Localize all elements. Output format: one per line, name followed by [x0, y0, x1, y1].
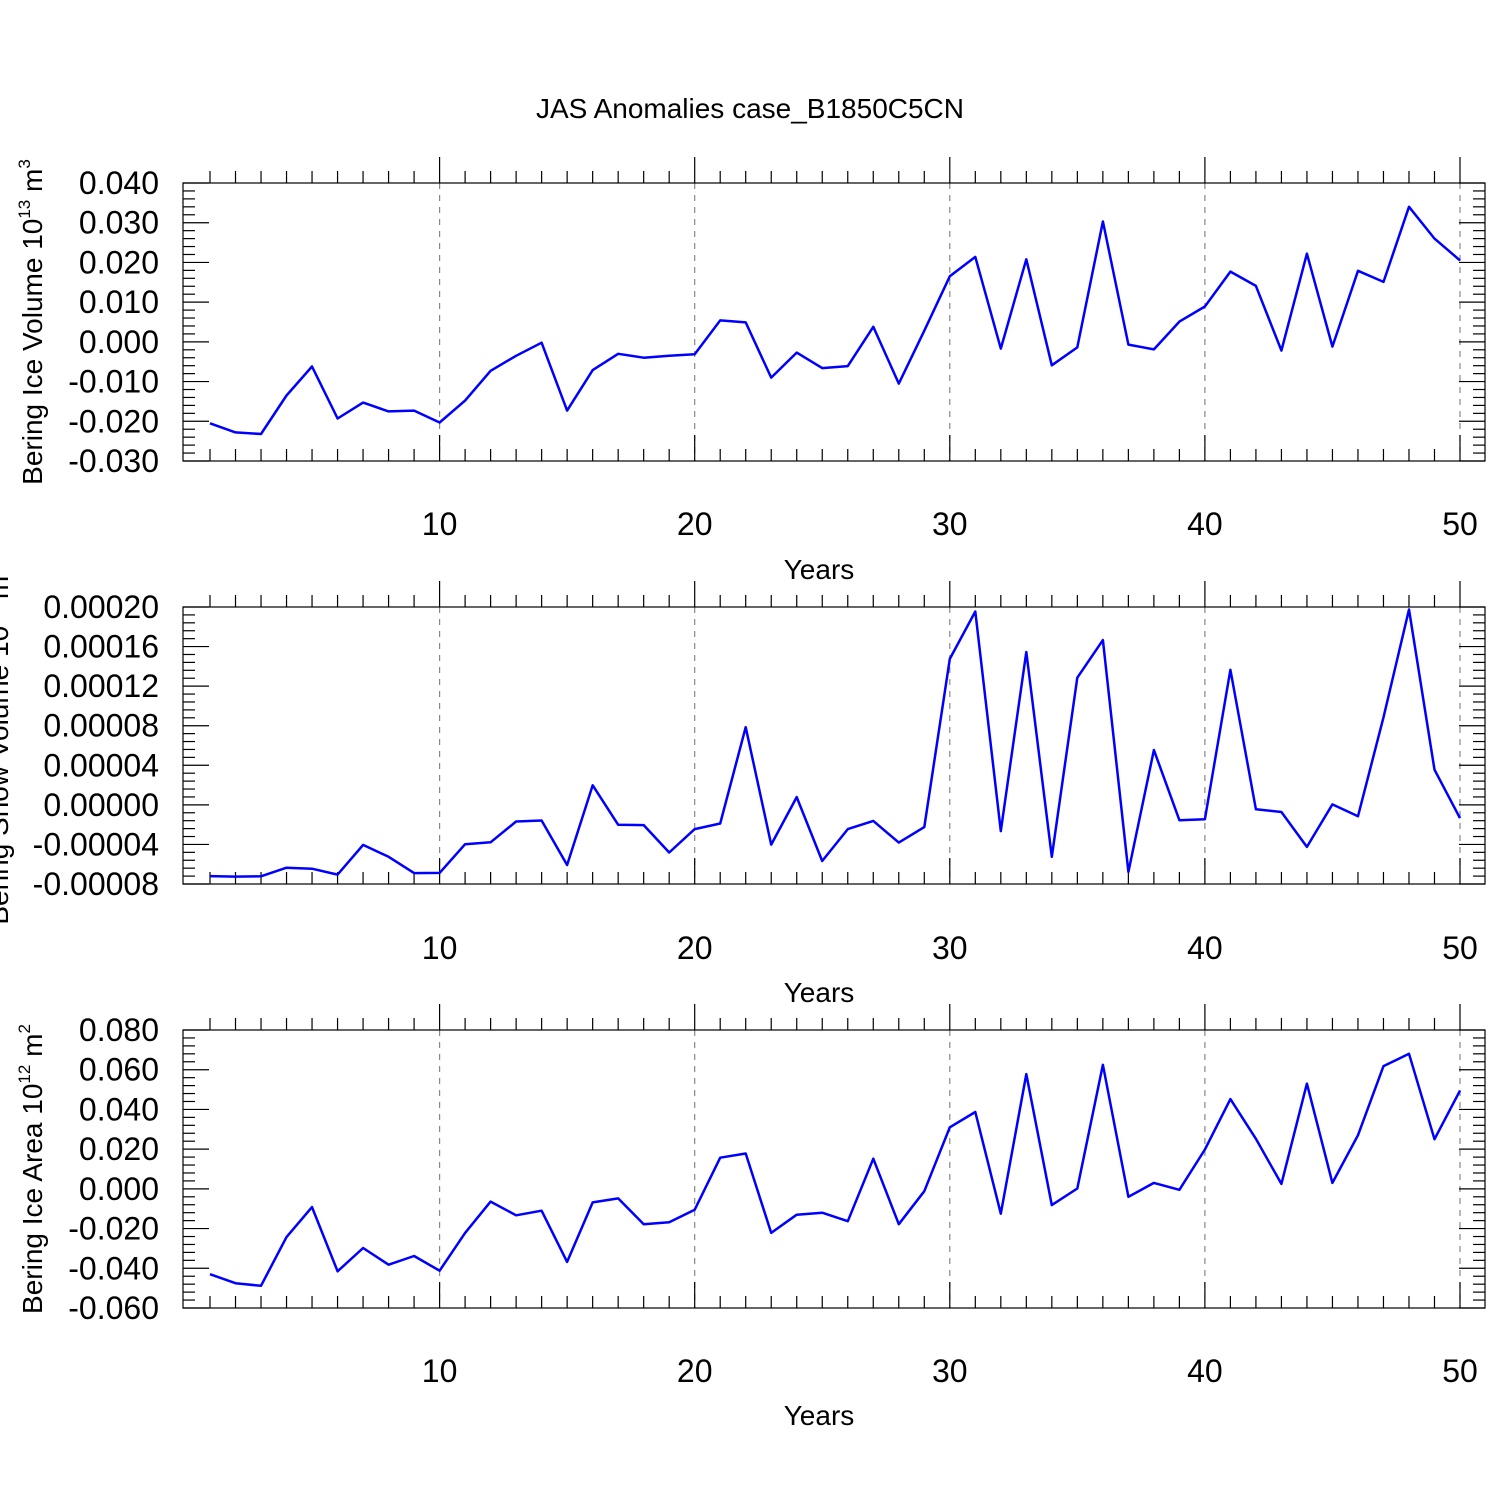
x-tick-label: 30 [932, 1353, 968, 1389]
y-axis-title-sup: 3 [15, 159, 34, 168]
y-tick-label: 0.00008 [43, 708, 159, 744]
series-line [209, 1052, 1462, 1288]
y-tick-label: 0.040 [79, 165, 159, 201]
y-tick-label: 0.040 [79, 1091, 159, 1127]
y-tick-label: -0.020 [68, 403, 159, 439]
x-tick-label: 20 [677, 506, 713, 542]
y-axis-title-part: m [17, 169, 48, 200]
x-tick-label: 50 [1442, 930, 1478, 966]
y-tick-label: 0.020 [79, 1131, 159, 1167]
y-tick-label: 0.010 [79, 284, 159, 320]
y-axis-title-part: Bering Ice Volume 10 [17, 219, 48, 485]
x-tick-label: 30 [932, 930, 968, 966]
y-axis-title-part: m [0, 576, 14, 607]
chart-title: JAS Anomalies case_B1850C5CN [536, 93, 964, 124]
x-axis-title: Years [784, 554, 855, 585]
x-axis-title: Years [784, 1400, 855, 1431]
panels: -0.030-0.020-0.0100.0000.0100.0200.0300.… [0, 157, 1486, 1431]
y-tick-label: -0.060 [68, 1290, 159, 1326]
y-tick-label: 0.00000 [43, 787, 159, 823]
y-axis-title-part: Bering Snow Volume 10 [0, 626, 14, 925]
y-tick-label: 0.030 [79, 205, 159, 241]
y-tick-label: 0.00004 [43, 747, 159, 783]
x-tick-label: 10 [422, 1353, 458, 1389]
plot-frame [182, 1029, 1486, 1309]
x-tick-label: 10 [422, 506, 458, 542]
y-axis-title: Bering Ice Area 1012 m2 [15, 1024, 48, 1314]
y-axis-title-part: m [17, 1034, 48, 1065]
x-axis-title: Years [784, 977, 855, 1008]
y-tick-label: 0.00012 [43, 668, 159, 704]
y-tick-label: -0.040 [68, 1250, 159, 1286]
y-tick-label: 0.020 [79, 244, 159, 280]
y-tick-label: 0.000 [79, 324, 159, 360]
series-line [209, 608, 1462, 878]
x-tick-label: 20 [677, 930, 713, 966]
y-tick-label: 0.060 [79, 1052, 159, 1088]
x-tick-label: 40 [1187, 930, 1223, 966]
y-tick-label: -0.00008 [33, 866, 159, 902]
y-tick-label: 0.080 [79, 1012, 159, 1048]
x-tick-label: 30 [932, 506, 968, 542]
y-axis-title: Bering Ice Volume 1013 m3 [15, 159, 48, 485]
x-tick-label: 50 [1442, 1353, 1478, 1389]
y-axis-title-sup: 13 [15, 200, 34, 219]
x-tick-label: 50 [1442, 506, 1478, 542]
y-axis-title-part: Bering Ice Area 10 [17, 1084, 48, 1314]
x-tick-label: 10 [422, 930, 458, 966]
y-axis-title-sup: 2 [15, 1024, 34, 1033]
y-tick-label: 0.00020 [43, 589, 159, 625]
series-line [209, 205, 1461, 436]
plot-frame [182, 182, 1486, 462]
y-tick-label: -0.010 [68, 364, 159, 400]
x-tick-label: 20 [677, 1353, 713, 1389]
y-tick-label: 0.000 [79, 1171, 159, 1207]
y-tick-label: 0.00016 [43, 629, 159, 665]
y-axis-title-sup: 12 [15, 1065, 34, 1084]
x-tick-label: 40 [1187, 1353, 1223, 1389]
plot-frame [182, 606, 1486, 885]
x-tick-label: 40 [1187, 506, 1223, 542]
y-tick-label: -0.00004 [33, 826, 159, 862]
y-tick-label: -0.030 [68, 443, 159, 479]
y-tick-label: -0.020 [68, 1211, 159, 1247]
y-axis-title: Bering Snow Volume 1013 m3 [0, 566, 14, 924]
